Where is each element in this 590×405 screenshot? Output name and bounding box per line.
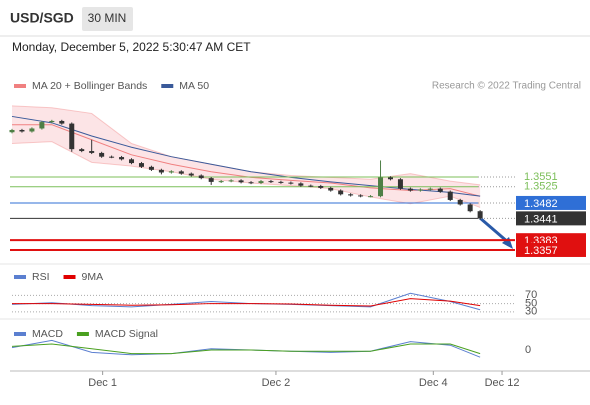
candle-body bbox=[368, 196, 374, 198]
candle-body bbox=[288, 182, 294, 184]
candle-body bbox=[49, 120, 55, 123]
candle-body bbox=[378, 177, 384, 197]
x-tick-label: Dec 2 bbox=[262, 377, 291, 389]
candle-body bbox=[427, 188, 433, 190]
candle-body bbox=[208, 178, 214, 182]
candle-body bbox=[417, 189, 423, 191]
candle-body bbox=[158, 169, 164, 173]
candle-body bbox=[268, 181, 274, 183]
level-label: 1.3525 bbox=[524, 181, 558, 193]
candle-body bbox=[138, 163, 144, 167]
y-tick-label: 70 bbox=[525, 289, 537, 301]
legend-label: RSI bbox=[32, 271, 50, 283]
indicator-line bbox=[11, 343, 481, 355]
candle-body bbox=[19, 129, 25, 132]
candle-body bbox=[387, 177, 393, 180]
y-tick-label: 50 bbox=[525, 297, 537, 309]
legend-label: MA 50 bbox=[179, 80, 209, 92]
candle-body bbox=[457, 199, 463, 205]
candle-body bbox=[308, 185, 314, 187]
candle-body bbox=[238, 180, 244, 183]
candle-body bbox=[188, 173, 194, 176]
candle-body bbox=[129, 159, 135, 164]
candle-body bbox=[328, 187, 334, 191]
candle-body bbox=[29, 128, 35, 132]
candle-body bbox=[69, 123, 75, 150]
x-tick-label: Dec 1 bbox=[88, 377, 117, 389]
timestamp: Monday, December 5, 2022 5:30:47 AM CET bbox=[12, 40, 251, 54]
level-label: 1.3551 bbox=[524, 171, 558, 183]
credit: Research © 2022 Trading Central bbox=[432, 81, 581, 92]
legend-label: MACD bbox=[32, 328, 63, 340]
candle-body bbox=[9, 129, 15, 133]
interval-button[interactable] bbox=[82, 7, 133, 31]
level-label: 1.3482 bbox=[524, 198, 558, 210]
candle-body bbox=[89, 151, 95, 153]
candle-body bbox=[228, 180, 234, 182]
legend-swatch bbox=[14, 84, 26, 88]
x-tick-label: Dec 4 bbox=[419, 377, 448, 389]
candle-body bbox=[318, 186, 324, 188]
level-label: 1.3441 bbox=[524, 213, 558, 225]
candle-body bbox=[218, 181, 224, 183]
level-label: 1.3357 bbox=[524, 245, 558, 257]
legend-label: MACD Signal bbox=[95, 328, 158, 340]
candle-body bbox=[447, 191, 453, 200]
candle-body bbox=[467, 204, 473, 212]
legend-swatch bbox=[63, 275, 76, 279]
y-tick-label: 30 bbox=[525, 306, 537, 318]
legend-swatch bbox=[76, 332, 89, 336]
candle-body bbox=[119, 157, 125, 160]
y-tick-label: 0 bbox=[525, 344, 531, 356]
forecast-arrowhead bbox=[502, 237, 513, 249]
candle-body bbox=[99, 152, 105, 157]
legend-label: 9MA bbox=[82, 271, 104, 283]
level-label-box bbox=[516, 195, 586, 210]
candle-body bbox=[358, 195, 364, 197]
legend-swatch bbox=[161, 84, 174, 88]
candle-body bbox=[348, 194, 354, 196]
candle-body bbox=[477, 211, 483, 219]
candle-body bbox=[397, 179, 403, 189]
candle-body bbox=[198, 175, 204, 179]
bollinger-band bbox=[12, 105, 481, 208]
candle-body bbox=[437, 188, 443, 192]
candle-body bbox=[407, 188, 413, 191]
level-label-box bbox=[516, 211, 586, 226]
legend-swatch bbox=[14, 275, 26, 279]
symbol: USD/SGD bbox=[10, 10, 74, 26]
candle-body bbox=[168, 171, 174, 173]
candle-body bbox=[59, 120, 65, 124]
x-tick-label: Dec 12 bbox=[485, 377, 520, 389]
interval: 30 MIN bbox=[88, 11, 127, 25]
legend-label: MA 20 + Bollinger Bands bbox=[32, 80, 147, 92]
candle-body bbox=[248, 182, 254, 184]
candle-body bbox=[338, 190, 344, 195]
forecast-arrow bbox=[479, 216, 510, 245]
candle-body bbox=[79, 149, 85, 152]
indicator-line bbox=[12, 298, 481, 307]
candle-body bbox=[39, 122, 45, 129]
candle-body bbox=[178, 171, 184, 174]
legend-swatch bbox=[14, 332, 26, 336]
candle-body bbox=[278, 181, 284, 183]
candle-body bbox=[298, 183, 304, 186]
candle-body bbox=[109, 156, 115, 158]
candle-body bbox=[258, 181, 264, 184]
level-label-box bbox=[516, 242, 586, 257]
candle-body bbox=[148, 166, 154, 170]
